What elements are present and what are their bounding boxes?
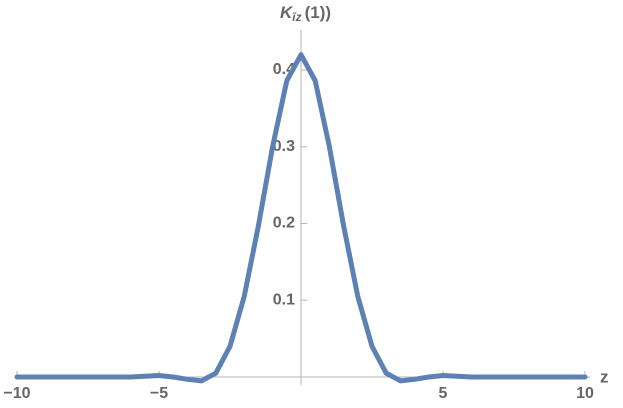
x-tick-label: −5 <box>150 385 168 402</box>
data-line <box>14 52 588 384</box>
y-tick-label: 0.1 <box>273 291 295 308</box>
y-tick-label: 0.2 <box>273 215 295 232</box>
y-axis-label: Kīz (1)) <box>280 3 331 24</box>
y-label-main: K <box>280 3 294 22</box>
y-label-sub: īz <box>292 10 301 24</box>
x-axis-label: z <box>600 367 609 386</box>
y-tick-label: 0.3 <box>273 138 295 155</box>
x-tick-label: −10 <box>3 385 30 402</box>
y-label-tail: (1)) <box>305 3 331 22</box>
x-tick-label: 10 <box>576 385 594 402</box>
x-tick-label: 5 <box>439 385 448 402</box>
